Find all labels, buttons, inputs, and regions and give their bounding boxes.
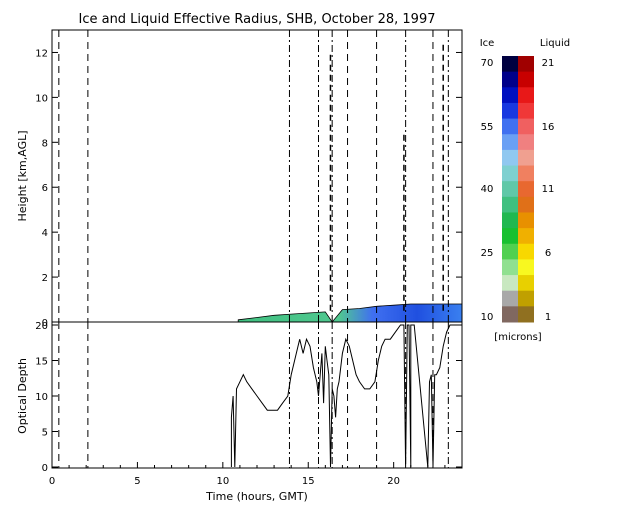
top-y-tick-label: 2 (42, 273, 48, 284)
bottom-plot-frame (51, 321, 463, 469)
bottom-y-tick-label: 0 (42, 463, 48, 474)
x-ticks: 0 5 10 15 20 (49, 462, 446, 487)
colorbar-ice-swatch (502, 56, 518, 73)
colorbar-liquid-scale (518, 56, 534, 323)
colorbar: Ice Liquid 70 55 40 25 10 21 16 11 6 1 [microns] (480, 38, 570, 343)
colorbar-liquid-swatch (518, 259, 534, 276)
colorbar-liquid-swatch (518, 243, 534, 260)
colorbar-ice-scale (502, 56, 518, 323)
colorbar-liquid-tick: 16 (542, 122, 555, 133)
colorbar-ice-tick: 25 (481, 248, 494, 259)
colorbar-ice-swatch (502, 87, 518, 104)
colorbar-liquid-swatch (518, 87, 534, 104)
cloud-layer-fill (237, 303, 463, 323)
x-tick-label: 5 (134, 476, 140, 487)
top-markers (58, 30, 449, 322)
colorbar-liquid-tick: 6 (545, 248, 551, 259)
colorbar-ice-swatch (502, 259, 518, 276)
colorbar-ice-swatch (502, 102, 518, 120)
colorbar-liquid-swatch (518, 275, 534, 292)
colorbar-liquid-label: Liquid (540, 38, 570, 49)
colorbar-liquid-tick: 21 (542, 58, 555, 69)
colorbar-liquid-swatch (518, 290, 534, 307)
x-tick-label: 10 (216, 476, 229, 487)
colorbar-liquid-swatch (518, 102, 534, 120)
colorbar-liquid-swatch (518, 212, 534, 229)
colorbar-liquid-tick: 11 (542, 184, 555, 195)
ice-streaks (329, 43, 444, 311)
optical-depth-line (230, 324, 461, 468)
bottom-y-tick-label: 5 (42, 428, 48, 439)
bottom-y-tick-label: 10 (35, 392, 48, 403)
colorbar-ice-swatch (502, 149, 518, 167)
colorbar-liquid-swatch (518, 306, 534, 323)
colorbar-liquid-swatch (518, 118, 534, 135)
height-axis-label: Height [km,AGL] (16, 130, 29, 221)
colorbar-ice-swatch (502, 306, 518, 323)
colorbar-ice-swatch (502, 181, 518, 198)
cloud-layer (237, 303, 463, 323)
optical-depth-panel: 0 5 10 15 20 0 5 10 15 20 Optical Depth Time (ho… (16, 321, 463, 503)
colorbar-ice-swatch (502, 196, 518, 213)
colorbar-ticks: 70 55 40 25 10 21 16 11 6 1 (481, 58, 555, 323)
colorbar-ice-swatch (502, 275, 518, 292)
chart-title: Ice and Liquid Effective Radius, SHB, Oc… (78, 12, 435, 27)
x-tick-label: 0 (49, 476, 55, 487)
top-plot-frame (51, 29, 463, 323)
colorbar-liquid-tick: 1 (545, 312, 551, 323)
bottom-y-ticks: 0 5 10 15 20 (35, 321, 462, 474)
colorbar-ice-tick: 10 (481, 312, 494, 323)
colorbar-liquid-swatch (518, 196, 534, 213)
colorbar-ice-swatch (502, 118, 518, 135)
x-tick-label: 20 (387, 476, 400, 487)
top-y-tick-label: 12 (35, 48, 48, 59)
colorbar-liquid-swatch (518, 71, 534, 88)
bottom-y-tick-label: 20 (35, 321, 48, 332)
colorbar-liquid-swatch (518, 149, 534, 167)
optical-depth-axis-label: Optical Depth (16, 358, 29, 434)
colorbar-ice-tick: 40 (481, 184, 494, 195)
time-axis-label: Time (hours, GMT) (205, 490, 308, 503)
colorbar-ice-swatch (502, 228, 518, 245)
colorbar-ice-swatch (502, 71, 518, 88)
top-y-tick-label: 10 (35, 93, 48, 104)
top-y-tick-label: 4 (42, 228, 48, 239)
top-y-tick-label: 8 (42, 138, 48, 149)
colorbar-ice-tick: 70 (481, 58, 494, 69)
colorbar-liquid-swatch (518, 228, 534, 245)
colorbar-units: [microns] (494, 332, 541, 343)
x-tick-label: 15 (302, 476, 315, 487)
colorbar-ice-label: Ice (480, 38, 495, 49)
top-y-tick-label: 0 (42, 318, 48, 329)
bottom-y-tick-label: 15 (35, 357, 48, 368)
colorbar-ice-swatch (502, 290, 518, 307)
bottom-markers (58, 322, 449, 468)
colorbar-ice-tick: 55 (481, 122, 494, 133)
top-y-ticks: 0 2 4 6 8 10 12 (35, 48, 462, 329)
top-y-tick-label: 6 (42, 183, 48, 194)
colorbar-liquid-swatch (518, 134, 534, 151)
effective-radius-panel: 0 2 4 6 8 10 12 Height [km,AGL] (16, 29, 463, 329)
colorbar-liquid-swatch (518, 181, 534, 198)
colorbar-ice-swatch (502, 134, 518, 151)
colorbar-liquid-swatch (518, 165, 534, 182)
colorbar-ice-swatch (502, 165, 518, 182)
colorbar-liquid-swatch (518, 56, 534, 73)
colorbar-ice-swatch (502, 212, 518, 229)
colorbar-ice-swatch (502, 243, 518, 260)
